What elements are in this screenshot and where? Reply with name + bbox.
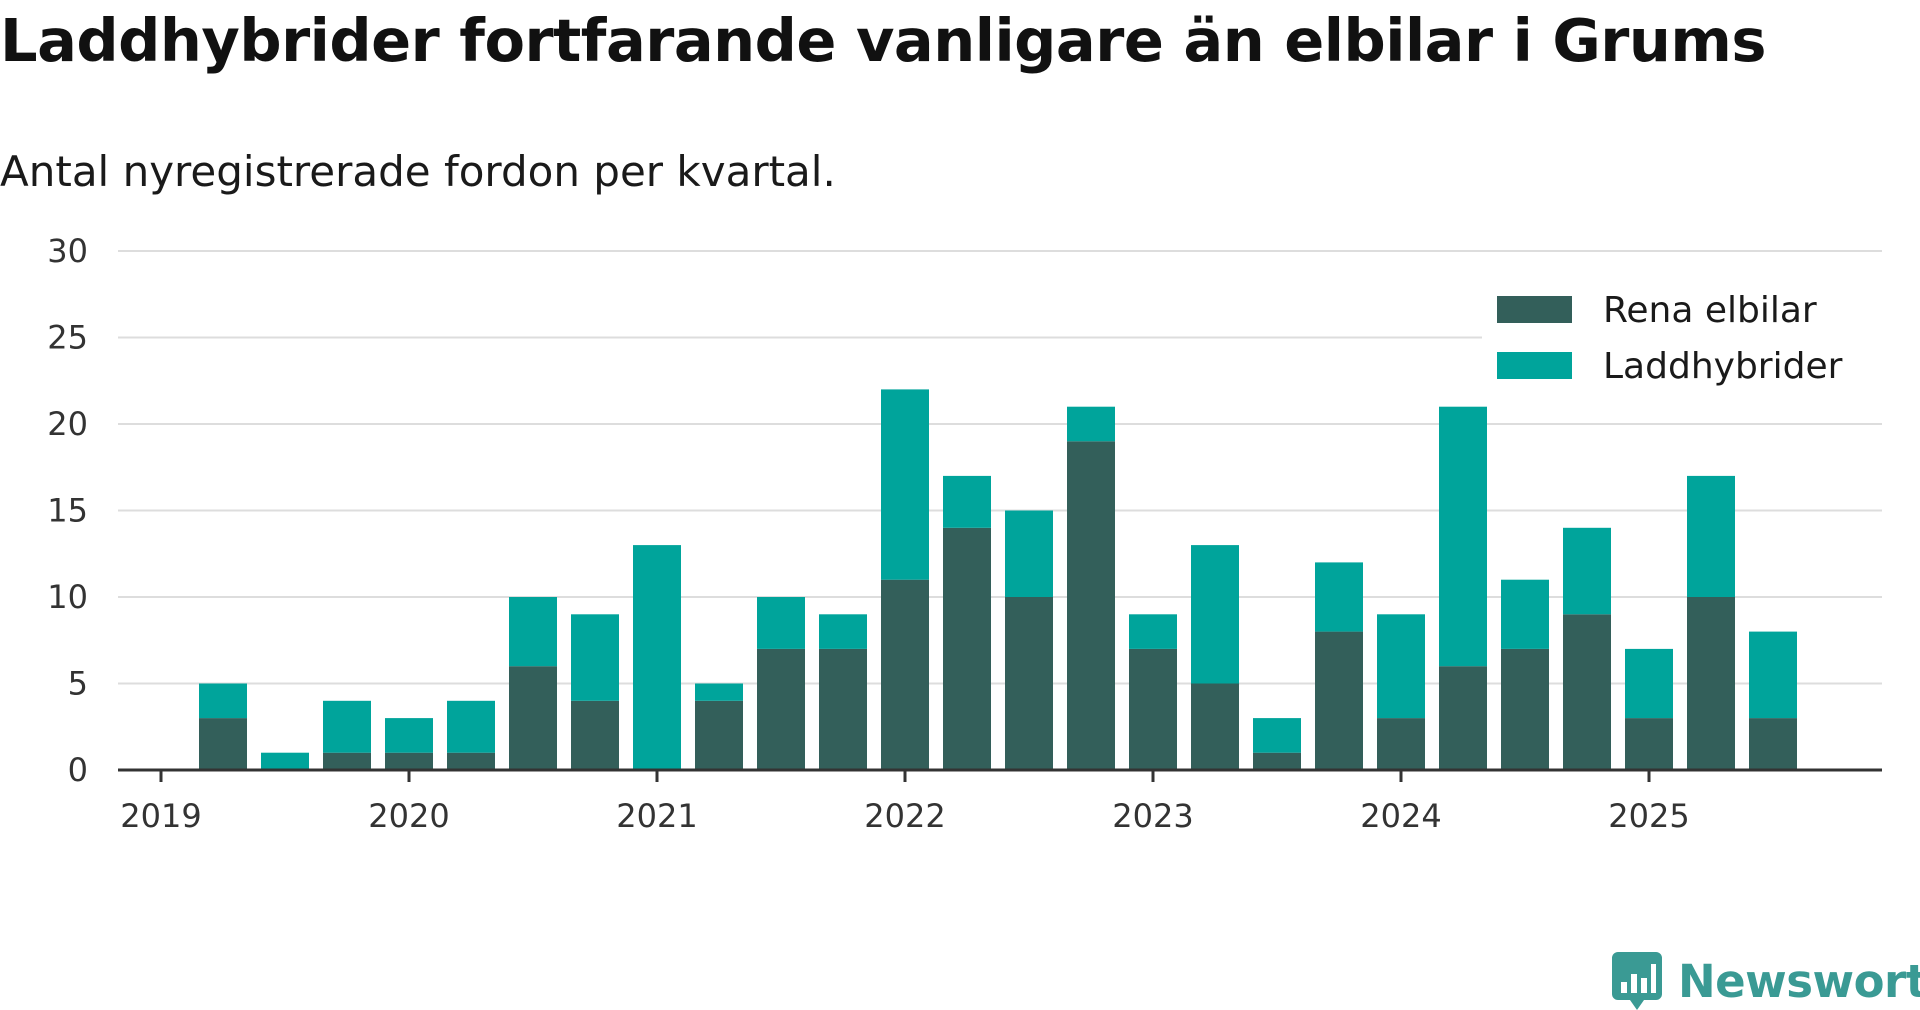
bar-laddhybrider [1377,614,1425,719]
y-tick-label: 25 [47,319,88,357]
y-tick-label: 0 [68,751,88,789]
bar-rena-elbilar [1253,752,1301,770]
legend-label-laddhybrider: Laddhybrider [1603,346,1843,387]
bar-laddhybrider [1563,527,1611,615]
bar-rena-elbilar [1067,441,1115,770]
bar-rena-elbilar [943,527,991,770]
bars [199,389,1797,770]
bar-rena-elbilar [1439,666,1487,770]
bar-laddhybrider [1439,406,1487,667]
y-tick-label: 15 [47,492,88,530]
bar-laddhybrider [633,545,681,770]
bar-rena-elbilar [447,752,495,770]
x-tick-label: 2025 [1608,797,1689,835]
bar-rena-elbilar [1315,631,1363,770]
bar-laddhybrider [757,597,805,649]
legend-swatch-rena-elbilar [1497,296,1572,323]
bar-rena-elbilar [757,648,805,770]
bar-laddhybrider [323,700,371,753]
bar-laddhybrider [695,683,743,701]
bar-laddhybrider [1687,475,1735,597]
y-tick-label: 20 [47,405,88,443]
x-tick-label: 2021 [616,797,697,835]
bar-laddhybrider [447,700,495,753]
y-axis: 0 5 10 15 20 25 30 [47,232,88,789]
bar-rena-elbilar [199,718,247,770]
y-tick-label: 30 [47,232,88,270]
chart-subtitle: Antal nyregistrerade fordon per kvartal. [0,147,836,196]
bar-laddhybrider [261,752,309,770]
bar-laddhybrider [199,683,247,719]
x-tick-label: 2023 [1112,797,1193,835]
y-tick-label: 5 [68,665,88,703]
bar-rena-elbilar [1501,648,1549,770]
bar-laddhybrider [385,718,433,753]
newsworthy-logo-text: Newsworthy [1678,954,1920,1008]
bar-laddhybrider [1129,614,1177,649]
bar-laddhybrider [1315,562,1363,632]
newsworthy-logo-icon [1612,952,1662,1010]
bar-laddhybrider [1749,631,1797,719]
bar-rena-elbilar [1625,718,1673,770]
gridlines [118,250,1882,685]
x-tick-label: 2022 [864,797,945,835]
bar-laddhybrider [943,475,991,528]
bar-laddhybrider [881,389,929,580]
bar-rena-elbilar [1687,597,1735,770]
bar-rena-elbilar [1377,718,1425,770]
newsworthy-logo: Newsworthy [1612,952,1920,1010]
bar-rena-elbilar [1749,718,1797,770]
bar-laddhybrider [509,597,557,667]
bar-laddhybrider [1501,579,1549,649]
bar-rena-elbilar [881,579,929,770]
bar-laddhybrider [571,614,619,701]
bar-laddhybrider [1253,718,1301,753]
chart-title: Laddhybrider fortfarande vanligare än el… [0,6,1767,75]
x-tick-label: 2024 [1360,797,1441,835]
y-tick-label: 10 [47,578,88,616]
bar-laddhybrider [819,614,867,649]
x-tick-label: 2020 [368,797,449,835]
bar-laddhybrider [1005,510,1053,597]
bar-rena-elbilar [1563,614,1611,770]
bar-rena-elbilar [1129,648,1177,770]
legend-label-rena-elbilar: Rena elbilar [1603,290,1817,331]
bar-rena-elbilar [695,700,743,770]
bar-rena-elbilar [323,752,371,770]
x-axis: 2019 2020 2021 2022 2023 2024 2025 [118,768,1882,835]
bar-rena-elbilar [1005,597,1053,770]
bar-rena-elbilar [509,666,557,770]
bar-laddhybrider [1191,545,1239,684]
bar-rena-elbilar [1191,683,1239,770]
x-tick-label: 2019 [120,797,201,835]
bar-rena-elbilar [385,752,433,770]
legend-swatch-laddhybrider [1497,352,1572,379]
bar-rena-elbilar [819,648,867,770]
bar-laddhybrider [1067,406,1115,442]
bar-rena-elbilar [571,700,619,770]
legend: Rena elbilar Laddhybrider [1482,280,1894,395]
bar-laddhybrider [1625,648,1673,719]
